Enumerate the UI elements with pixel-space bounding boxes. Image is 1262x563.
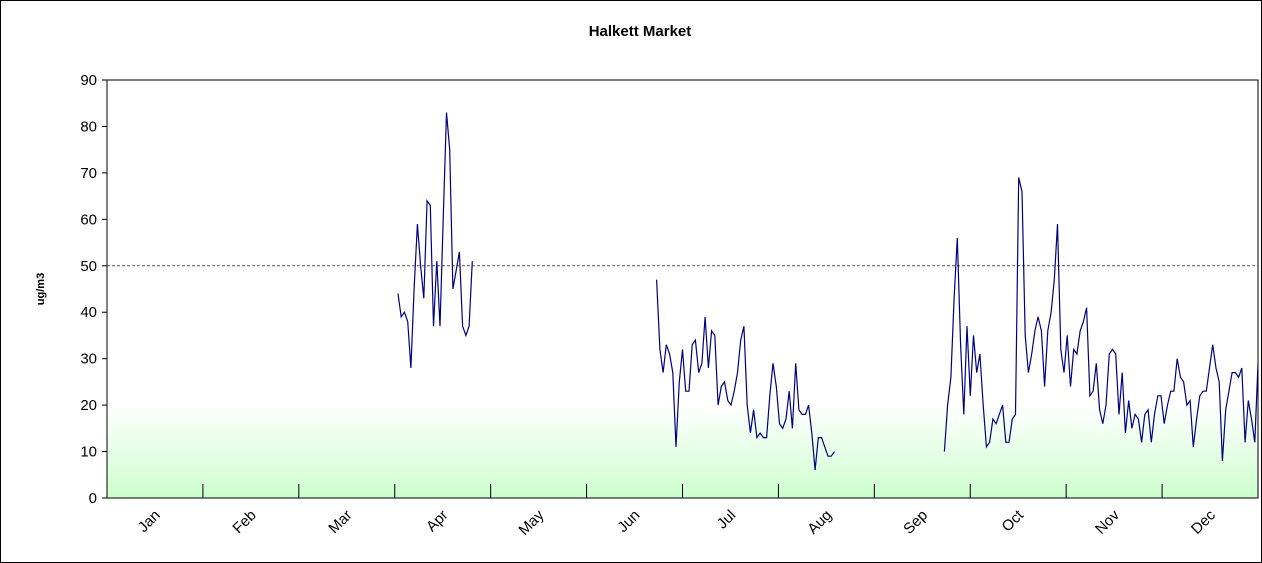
y-tick-label: 30 (80, 351, 97, 368)
y-tick-label: 40 (80, 304, 97, 321)
y-tick-label: 70 (80, 165, 97, 182)
y-tick-label: 90 (80, 72, 97, 89)
y-tick-label: 60 (80, 211, 97, 228)
data-line (397, 112, 1259, 471)
y-tick-label: 0 (89, 490, 97, 507)
y-tick-label: 80 (80, 118, 97, 135)
chart-title: Halkett Market (589, 23, 692, 40)
y-tick-label: 20 (80, 397, 97, 414)
y-tick-label: 50 (80, 258, 97, 275)
y-axis-label: ug/m3 (35, 273, 47, 305)
good-band (107, 405, 1258, 498)
y-tick-label: 10 (80, 444, 97, 461)
